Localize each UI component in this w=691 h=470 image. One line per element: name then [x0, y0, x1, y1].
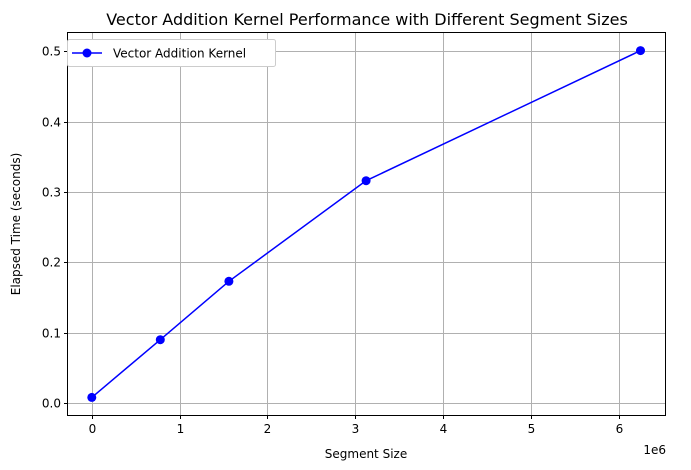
y-axis-label: Elapsed Time (seconds): [9, 153, 23, 296]
x-tick-label: 5: [528, 422, 536, 436]
data-point: [361, 176, 371, 186]
y-tick-label: 0.1: [42, 327, 61, 341]
y-tick-label: 0.3: [42, 186, 61, 200]
x-tick-label: 0: [89, 422, 97, 436]
legend-marker: [82, 48, 92, 58]
data-point: [636, 46, 645, 56]
series-line: [91, 49, 641, 398]
data-point: [87, 392, 97, 402]
x-tick-label: 3: [352, 422, 360, 436]
y-axis: 0.0 0.1 0.2 0.3 0.4 0.5: [42, 45, 68, 411]
x-tick-label: 4: [440, 422, 448, 436]
legend: Vector Addition Kernel: [67, 39, 276, 67]
grid: [68, 33, 666, 415]
data-point: [224, 276, 234, 286]
plot-series: [87, 46, 645, 402]
plot-frame: [67, 32, 666, 416]
legend-box: [67, 39, 276, 67]
x-offset-text: 1e6: [643, 443, 666, 457]
y-tick-label: 0.0: [42, 397, 61, 411]
y-tick-label: 0.5: [42, 45, 61, 59]
x-tick-label: 2: [264, 422, 272, 436]
y-tick-label: 0.4: [42, 116, 61, 130]
x-tick-label: 1: [177, 422, 185, 436]
chart-title: Vector Addition Kernel Performance with …: [106, 10, 628, 29]
x-axis: 0 1 2 3 4 5 6: [89, 415, 624, 436]
x-axis-label: Segment Size: [325, 447, 407, 461]
y-tick-label: 0.2: [42, 256, 61, 270]
data-point: [155, 335, 165, 345]
legend-label: Vector Addition Kernel: [113, 47, 246, 61]
x-tick-label: 6: [616, 422, 624, 436]
